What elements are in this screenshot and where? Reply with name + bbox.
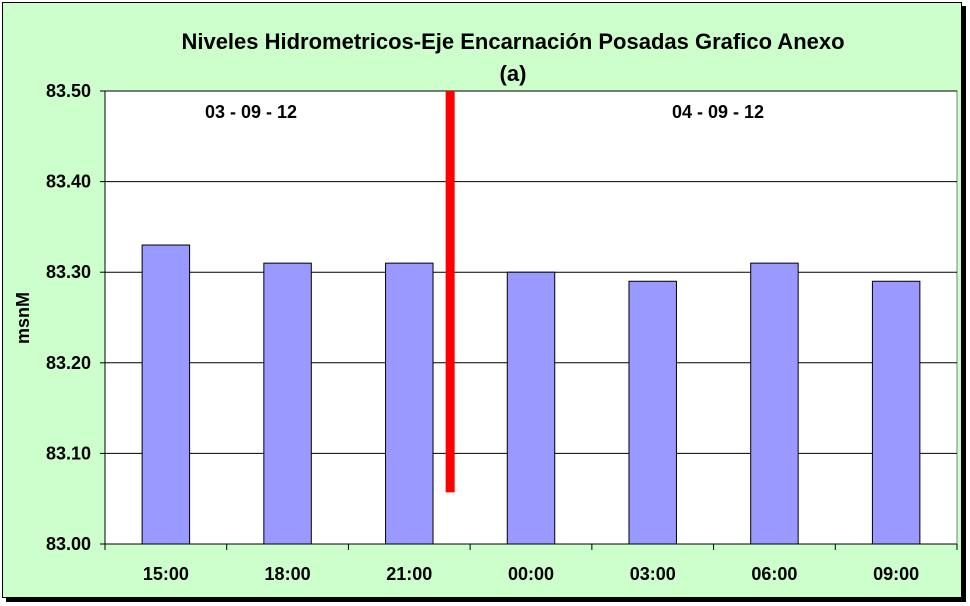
y-tick-label: 83.40 — [46, 172, 91, 192]
bar — [506, 271, 556, 545]
bar — [385, 262, 434, 545]
y-tick-label: 83.00 — [46, 534, 91, 554]
chart-subtitle: (a) — [500, 61, 527, 86]
x-tick-label: 09:00 — [873, 564, 919, 584]
y-tick-label: 83.10 — [46, 443, 91, 463]
y-tick-label: 83.50 — [46, 81, 91, 101]
bar — [141, 244, 191, 545]
axes — [100, 90, 958, 550]
y-tick-label: 83.20 — [46, 353, 91, 373]
x-tick-label: 15:00 — [143, 564, 189, 584]
x-tick-label: 03:00 — [630, 564, 676, 584]
chart-title: Niveles Hidrometricos-Eje Encarnación Po… — [181, 29, 844, 54]
annotation-date-1: 03 - 09 - 12 — [205, 102, 297, 122]
x-tick-labels: 15:00 18:00 21:00 00:00 03:00 06:00 09:00 — [143, 564, 919, 584]
y-tick-labels: 83.00 83.10 83.20 83.30 83.40 83.50 — [46, 81, 91, 554]
x-tick-label: 21:00 — [386, 564, 432, 584]
bar — [263, 262, 312, 545]
bars — [141, 244, 921, 545]
x-tick-label: 06:00 — [751, 564, 797, 584]
y-axis-label: msnM — [13, 292, 33, 344]
bar — [628, 280, 677, 545]
bar — [871, 280, 921, 545]
x-tick-label: 18:00 — [265, 564, 311, 584]
bar — [750, 262, 799, 545]
y-tick-label: 83.30 — [46, 262, 91, 282]
x-tick-label: 00:00 — [508, 564, 554, 584]
annotation-date-2: 04 - 09 - 12 — [672, 102, 764, 122]
